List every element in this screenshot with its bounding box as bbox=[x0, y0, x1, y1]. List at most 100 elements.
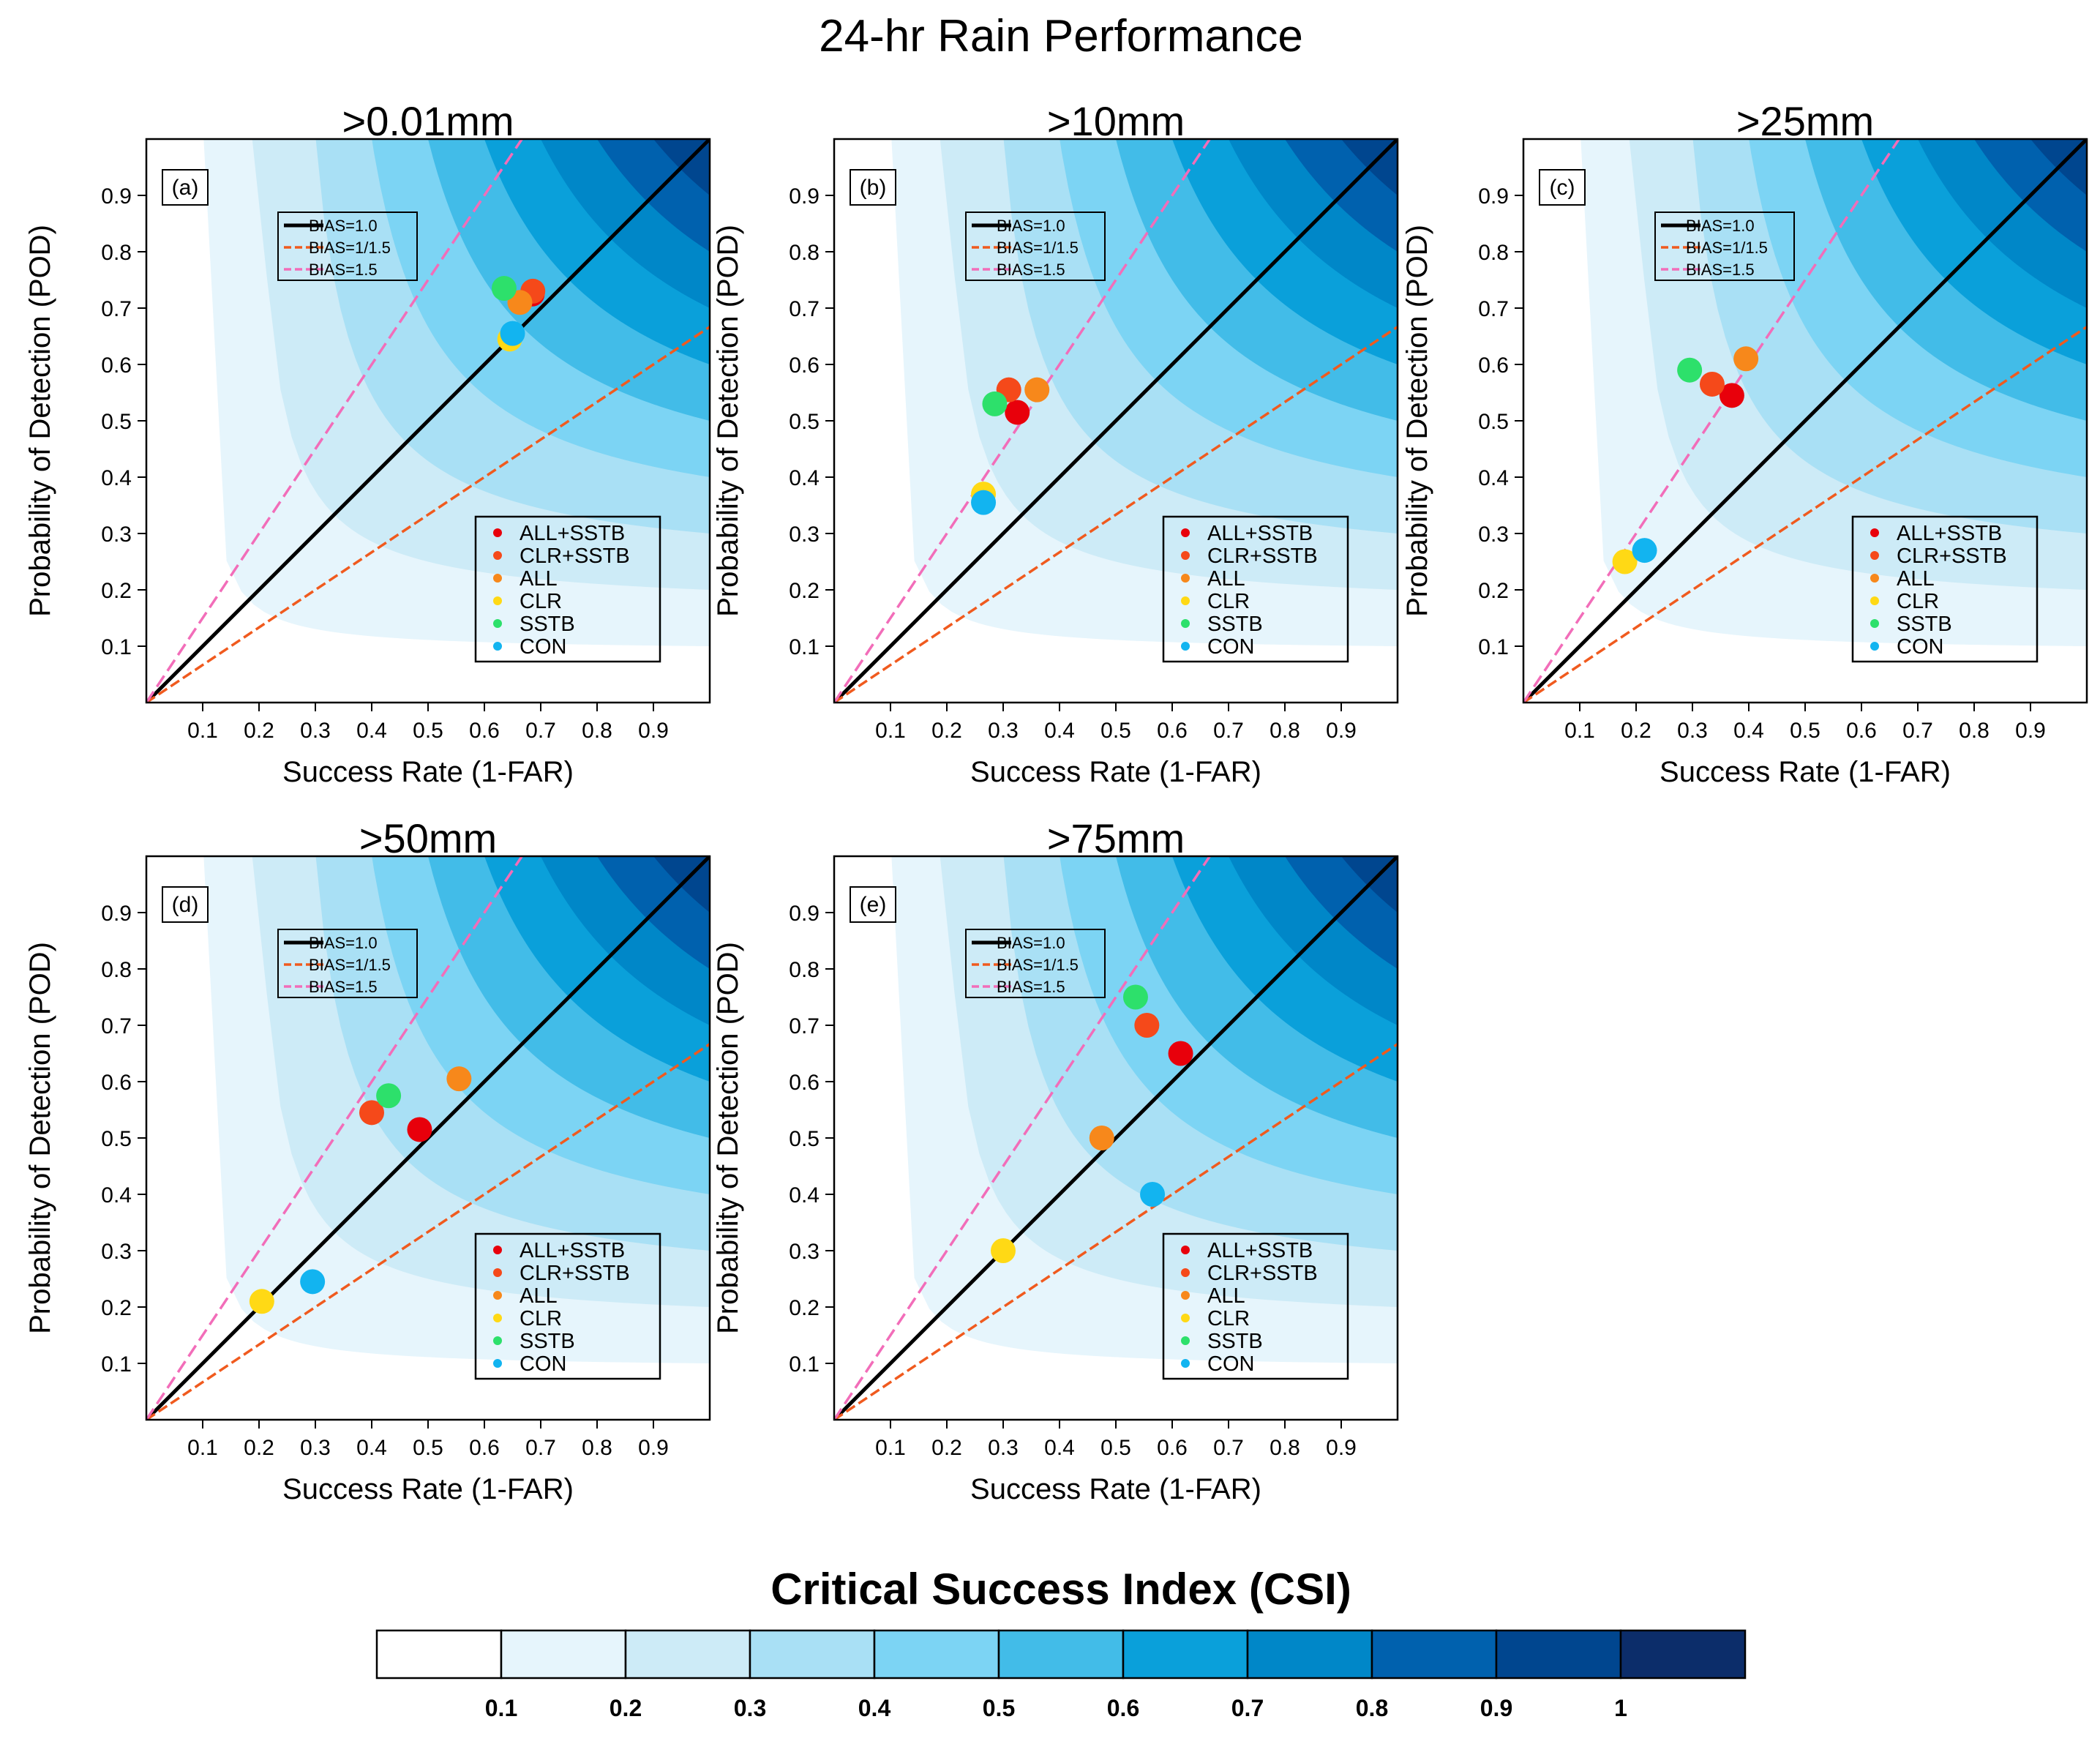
bias-legend-label: BIAS=1/1.5 bbox=[997, 956, 1079, 974]
point-con bbox=[300, 1269, 326, 1295]
y-tick-label: 0.8 bbox=[789, 958, 820, 982]
x-tick-label: 0.1 bbox=[1564, 719, 1595, 743]
y-tick-label: 0.9 bbox=[1478, 184, 1509, 209]
series-legend-label: CLR+SSTB bbox=[1207, 1262, 1318, 1285]
series-legend-marker bbox=[1870, 619, 1879, 628]
y-tick-label: 0.3 bbox=[101, 1240, 132, 1264]
bias-legend-label: BIAS=1.0 bbox=[309, 934, 378, 952]
series-legend-label: SSTB bbox=[1207, 1330, 1263, 1353]
series-legend-label: SSTB bbox=[1897, 613, 1952, 636]
x-axis-label: Success Rate (1-FAR) bbox=[1660, 756, 1951, 788]
series-legend-label: ALL+SSTB bbox=[1207, 1239, 1313, 1262]
series-legend-marker bbox=[1181, 528, 1190, 537]
x-axis-label: Success Rate (1-FAR) bbox=[970, 1473, 1261, 1505]
point-all-sstb bbox=[1168, 1041, 1193, 1066]
y-tick-label: 0.8 bbox=[101, 958, 132, 982]
bias-legend: BIAS=1.0 BIAS=1/1.5 BIAS=1.5 bbox=[965, 211, 1106, 281]
y-axis-label: Probability of Detection (POD) bbox=[24, 942, 56, 1334]
x-tick-label: 0.5 bbox=[1100, 1436, 1131, 1460]
series-legend-label: CON bbox=[520, 1352, 566, 1376]
y-tick-label: 0.6 bbox=[789, 353, 820, 378]
x-axis-label: Success Rate (1-FAR) bbox=[282, 1473, 574, 1505]
bias-legend-label: BIAS=1.5 bbox=[309, 261, 378, 279]
y-tick-label: 0.9 bbox=[101, 184, 132, 209]
bias-legend: BIAS=1.0 BIAS=1/1.5 BIAS=1.5 bbox=[277, 929, 418, 998]
bias-legend-label: BIAS=1.0 bbox=[997, 217, 1065, 235]
y-tick-label: 0.7 bbox=[1478, 297, 1509, 321]
bias-legend-label: BIAS=1/1.5 bbox=[309, 956, 391, 974]
point-con bbox=[971, 490, 997, 515]
x-tick-label: 0.1 bbox=[187, 1436, 218, 1460]
bias-legend: BIAS=1.0 BIAS=1/1.5 BIAS=1.5 bbox=[1654, 211, 1795, 281]
point-all bbox=[1089, 1126, 1114, 1150]
y-tick-label: 0.2 bbox=[101, 1296, 132, 1320]
x-tick-label: 0.7 bbox=[525, 719, 556, 743]
colorbar-tick-label: 0.3 bbox=[734, 1695, 766, 1721]
series-legend-box bbox=[1162, 1232, 1349, 1380]
series-legend-marker bbox=[1181, 596, 1190, 605]
panel-label-box bbox=[850, 169, 896, 206]
series-legend-marker bbox=[1181, 619, 1190, 628]
series-legend-label: CLR bbox=[1207, 1307, 1250, 1330]
bias-legend: BIAS=1.0 BIAS=1/1.5 BIAS=1.5 bbox=[965, 929, 1106, 998]
point-all-sstb bbox=[1719, 383, 1744, 408]
x-tick-label: 0.3 bbox=[1677, 719, 1708, 743]
colorbar-segment-10 bbox=[1619, 1629, 1747, 1680]
bias-legend-label: BIAS=1/1.5 bbox=[1686, 239, 1768, 257]
plot-area bbox=[1523, 139, 2087, 703]
point-clr bbox=[249, 1289, 274, 1314]
series-legend-label: ALL bbox=[1207, 1284, 1245, 1308]
x-tick-label: 0.6 bbox=[469, 719, 500, 743]
series-legend-marker bbox=[493, 551, 502, 560]
panel-label-box bbox=[162, 886, 209, 923]
bias-legend-label: BIAS=1.5 bbox=[1686, 261, 1755, 279]
x-tick-label: 0.4 bbox=[1733, 719, 1764, 743]
bias-line-0 bbox=[834, 139, 1398, 703]
x-tick-label: 0.9 bbox=[1326, 1436, 1357, 1460]
x-tick-label: 0.9 bbox=[638, 1436, 669, 1460]
x-tick-label: 0.4 bbox=[1044, 1436, 1075, 1460]
x-tick-label: 0.6 bbox=[1157, 719, 1188, 743]
x-tick-label: 0.3 bbox=[300, 1436, 331, 1460]
series-legend-marker bbox=[1181, 642, 1190, 651]
panel-b: 0.1 0.2 0.3 0.4 0.5 0.6 0.7 0.8 0.9 0.1 0.2 0.3 0.4 0… bbox=[712, 98, 1399, 788]
panel-label-box bbox=[1539, 169, 1586, 206]
series-legend-marker bbox=[493, 596, 502, 605]
x-tick-label: 0.3 bbox=[300, 719, 331, 743]
y-tick-label: 0.9 bbox=[101, 902, 132, 926]
panel-title: >10mm bbox=[1047, 98, 1185, 144]
series-legend-marker bbox=[493, 1291, 502, 1300]
panels: 0.1 0.2 0.3 0.4 0.5 0.6 0.7 0.8 0.9 0.1 0.2 0.3 0.4 0… bbox=[24, 98, 2088, 1505]
colorbar-segment-6 bbox=[1122, 1629, 1249, 1680]
series-legend-marker bbox=[1181, 1246, 1190, 1254]
x-tick-label: 0.8 bbox=[582, 719, 612, 743]
point-sstb bbox=[376, 1083, 402, 1109]
x-tick-label: 0.1 bbox=[187, 719, 218, 743]
series-legend-marker bbox=[1870, 596, 1879, 605]
x-tick-label: 0.6 bbox=[1846, 719, 1877, 743]
series-legend-marker bbox=[1181, 1268, 1190, 1277]
plot-area bbox=[146, 139, 710, 703]
colorbar-segment-0 bbox=[375, 1629, 503, 1680]
y-tick-label: 0.4 bbox=[789, 466, 820, 490]
series-legend-label: CLR bbox=[520, 590, 562, 613]
bias-line-2 bbox=[146, 856, 523, 1420]
plot-area bbox=[834, 856, 1398, 1420]
y-tick-label: 0.5 bbox=[101, 1127, 132, 1151]
bias-legend-box bbox=[965, 929, 1106, 998]
point-con bbox=[1632, 538, 1657, 564]
x-tick-label: 0.2 bbox=[931, 719, 962, 743]
y-tick-label: 0.6 bbox=[101, 353, 132, 378]
series-legend-marker bbox=[1181, 1291, 1190, 1300]
bias-line-2 bbox=[834, 139, 1211, 703]
bias-legend-label: BIAS=1.0 bbox=[997, 934, 1065, 952]
y-tick-label: 0.9 bbox=[789, 184, 820, 209]
series-legend-marker bbox=[1181, 1336, 1190, 1345]
bias-legend-label: BIAS=1.5 bbox=[997, 261, 1065, 279]
series-legend-label: ALL+SSTB bbox=[1207, 522, 1313, 545]
x-tick-label: 0.3 bbox=[988, 1436, 1019, 1460]
panel-title: >75mm bbox=[1047, 815, 1185, 861]
y-tick-label: 0.6 bbox=[789, 1071, 820, 1095]
y-tick-label: 0.6 bbox=[1478, 353, 1509, 378]
series-legend-marker bbox=[493, 1246, 502, 1254]
